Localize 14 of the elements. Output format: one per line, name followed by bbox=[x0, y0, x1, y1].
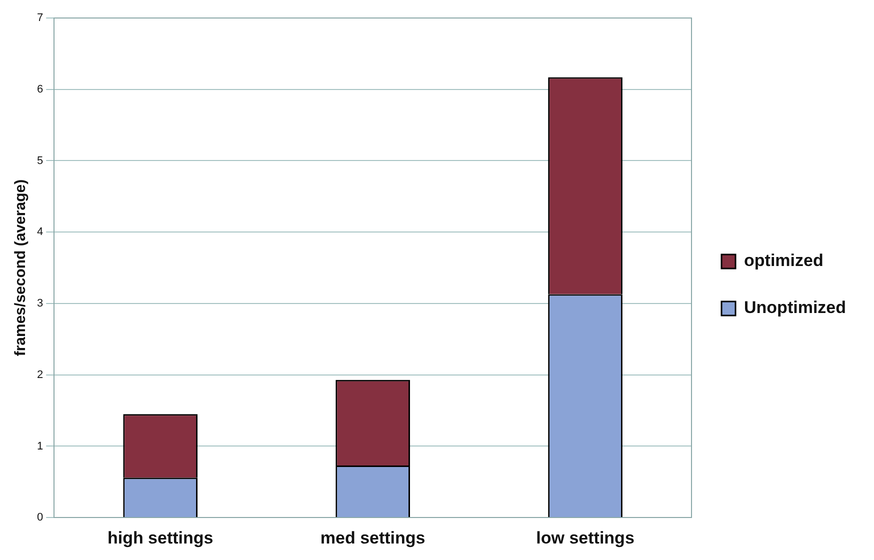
y-tick-label: 6 bbox=[36, 83, 44, 96]
x-tick-label: low settings bbox=[536, 528, 634, 548]
x-tick-label: med settings bbox=[320, 528, 426, 548]
y-tick-label: 2 bbox=[36, 368, 44, 381]
y-tick-label: 0 bbox=[36, 512, 44, 524]
legend-label: optimized bbox=[744, 251, 824, 270]
y-axis-title: frames/second (average) bbox=[12, 179, 30, 356]
y-tick-label: 5 bbox=[36, 154, 44, 167]
y-tick-label: 4 bbox=[36, 226, 44, 238]
y-tick-label: 1 bbox=[36, 440, 44, 452]
legend-label: Unoptimized bbox=[744, 298, 846, 318]
y-tick-label: 7 bbox=[36, 12, 44, 24]
y-tick-label: 3 bbox=[36, 298, 44, 310]
x-tick-label: high settings bbox=[107, 528, 214, 548]
